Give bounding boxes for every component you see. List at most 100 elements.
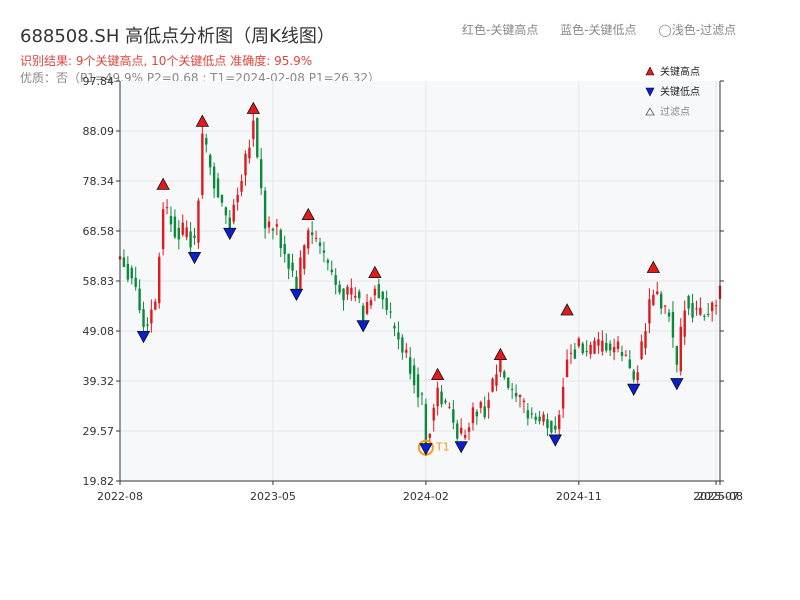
t1-low-marker xyxy=(419,443,433,456)
y-tick-label: 29.57 xyxy=(83,425,115,438)
candle-body xyxy=(122,257,126,268)
candle-body xyxy=(150,309,153,324)
candle-body xyxy=(479,402,482,408)
candle-body xyxy=(503,371,506,378)
candle-body xyxy=(530,413,533,415)
key-low-marker xyxy=(223,227,237,241)
legend-low-marker xyxy=(645,87,655,97)
candle-body xyxy=(608,343,612,351)
candle-body xyxy=(561,386,565,409)
y-tick-label: 88.09 xyxy=(83,125,115,138)
candle-body xyxy=(408,357,412,374)
candle-body xyxy=(565,359,569,377)
candle-body xyxy=(569,352,573,354)
candle-body xyxy=(589,344,592,355)
candle-body xyxy=(612,347,616,353)
candle-body xyxy=(667,312,671,317)
candle-body xyxy=(648,299,651,324)
y-tick-label: 97.84 xyxy=(83,75,115,88)
legend-high-marker xyxy=(645,66,655,76)
candle-body xyxy=(138,288,141,311)
candle-body xyxy=(432,407,435,421)
candle-body xyxy=(389,311,392,313)
candle-body xyxy=(514,392,518,397)
candle-body xyxy=(448,407,451,409)
candle-body xyxy=(236,194,239,203)
candle-body xyxy=(459,427,463,434)
candle-body xyxy=(585,351,588,353)
y-tick-label: 49.08 xyxy=(83,325,115,338)
candle-body xyxy=(671,311,675,338)
legend-label: 关键低点 xyxy=(660,85,700,98)
candle-body xyxy=(165,207,169,209)
candle-body xyxy=(275,224,279,227)
candle-body xyxy=(267,221,271,228)
candle-body xyxy=(593,340,596,354)
candle-body xyxy=(436,387,439,407)
candle-body xyxy=(507,377,510,388)
candle-body xyxy=(365,302,369,314)
candle-body xyxy=(126,263,130,280)
x-tick-label: 2024-11 xyxy=(556,490,602,503)
legend-label: 过滤点 xyxy=(660,105,690,118)
candle-body xyxy=(271,228,275,231)
t1-label: T1 xyxy=(435,441,450,454)
candle-body xyxy=(601,340,604,352)
candle-body xyxy=(605,342,608,351)
candle-body xyxy=(522,400,526,403)
candle-body xyxy=(714,305,718,307)
x-tick-label: 2024-02 xyxy=(403,490,449,503)
key-low-marker xyxy=(454,441,468,454)
candle-body xyxy=(310,232,314,236)
candle-body xyxy=(232,204,235,222)
candles xyxy=(118,110,722,456)
candle-body xyxy=(361,305,365,321)
candle-body xyxy=(518,394,522,398)
candle-body xyxy=(256,118,259,158)
candle-body xyxy=(577,338,581,347)
candle-body xyxy=(326,260,330,263)
candle-body xyxy=(248,147,251,159)
candle-body xyxy=(554,425,557,430)
y-tick-label: 78.34 xyxy=(83,175,115,188)
candle-body xyxy=(263,190,267,229)
key-high-marker xyxy=(156,177,170,190)
candle-body xyxy=(193,235,196,238)
x-tick-label: 2025-07 xyxy=(693,490,739,503)
candle-body xyxy=(189,231,192,248)
candle-body xyxy=(424,404,428,450)
candle-body xyxy=(467,427,471,432)
candle-body xyxy=(181,222,184,235)
candle-body xyxy=(624,354,628,356)
candle-body xyxy=(710,302,714,312)
candle-body xyxy=(299,257,302,290)
candle-body xyxy=(158,256,161,304)
candle-body xyxy=(471,407,475,424)
candle-body xyxy=(542,414,545,422)
candle-body xyxy=(663,305,667,307)
candle-body xyxy=(287,253,290,269)
candle-body xyxy=(487,400,490,409)
candle-body xyxy=(208,154,212,168)
candle-body xyxy=(161,209,165,250)
candle-body xyxy=(338,284,341,293)
candle-body xyxy=(358,291,361,299)
candle-body xyxy=(483,406,486,418)
markers: T1 xyxy=(136,101,684,456)
candle-body xyxy=(499,357,502,373)
key-low-marker xyxy=(136,330,151,344)
candle-body xyxy=(675,346,679,365)
candle-body xyxy=(699,307,702,315)
candle-body xyxy=(691,302,694,318)
candle-body xyxy=(526,410,530,419)
y-tick-label: 39.32 xyxy=(83,375,115,388)
candle-body xyxy=(185,227,188,238)
candle-body xyxy=(369,300,373,306)
candle-body xyxy=(173,216,177,238)
candle-body xyxy=(201,133,204,196)
candle-body xyxy=(330,269,333,273)
candle-body xyxy=(679,326,682,372)
candle-body xyxy=(397,332,400,340)
candle-body xyxy=(456,423,459,439)
